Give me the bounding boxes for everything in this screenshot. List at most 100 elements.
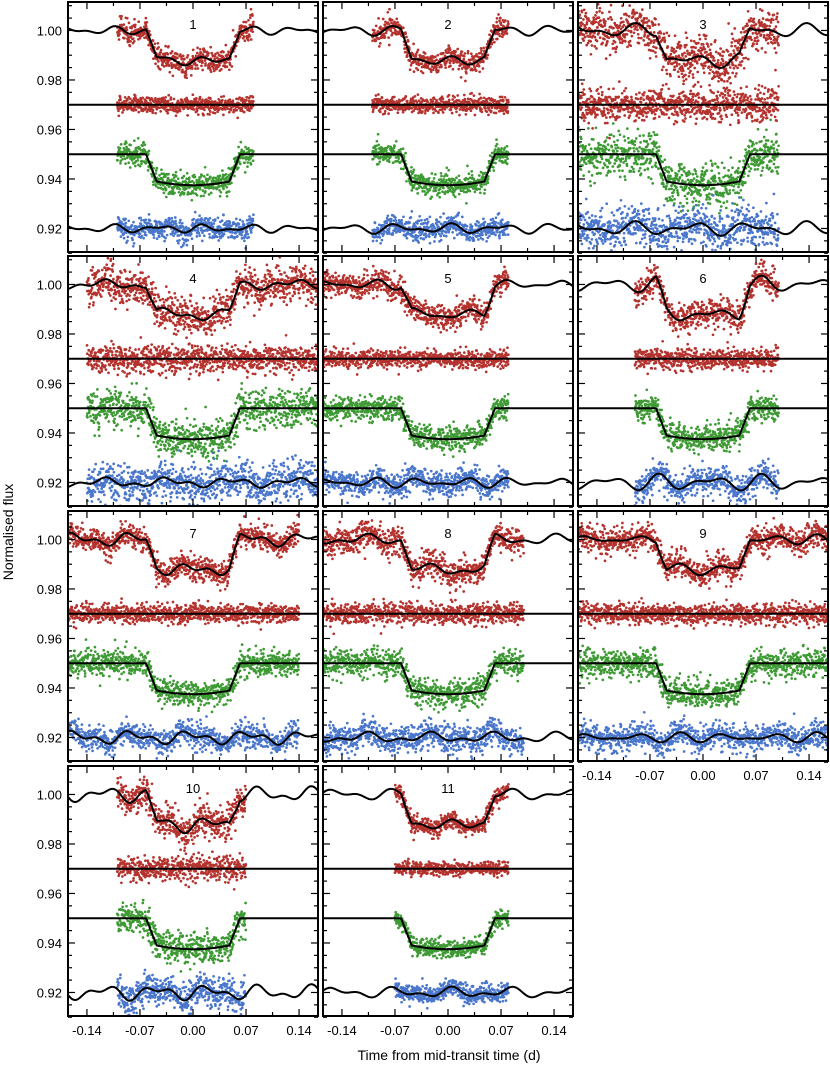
raw-flux-point — [456, 47, 460, 51]
detrended-flux-point — [588, 180, 592, 183]
residual-point — [242, 98, 246, 102]
noise-component-point — [583, 218, 587, 222]
residual-point — [581, 91, 585, 94]
raw-flux-point — [162, 65, 166, 68]
noise-component-point — [437, 220, 441, 224]
noise-component-point — [596, 224, 600, 227]
data-points — [370, 7, 510, 245]
detrended-flux-point — [130, 158, 134, 162]
noise-component-point — [585, 239, 589, 242]
noise-component-point — [439, 238, 443, 242]
noise-component-point — [385, 221, 389, 225]
noise-component-point — [199, 226, 203, 230]
residual-point — [392, 100, 396, 103]
detrended-flux-point — [445, 166, 449, 170]
residual-point — [466, 97, 470, 101]
residual-point — [433, 97, 436, 101]
residual-point — [242, 110, 246, 114]
raw-flux-point — [214, 52, 217, 56]
raw-flux-point — [444, 66, 447, 69]
noise-component-point — [207, 219, 210, 222]
noise-component-point — [173, 216, 177, 219]
detrended-flux-point — [380, 146, 384, 150]
noise-component-point — [152, 236, 156, 239]
noise-component-point — [437, 232, 441, 236]
detrended-flux-point — [192, 181, 196, 185]
residual-point — [412, 100, 416, 104]
raw-flux-point — [443, 54, 447, 58]
detrended-flux-point — [239, 140, 243, 144]
detrended-flux-point — [182, 191, 186, 195]
raw-flux-point — [178, 68, 181, 71]
detrended-flux-point — [490, 151, 494, 155]
noise-component-point — [428, 241, 432, 245]
detrended-flux-point — [200, 174, 204, 177]
noise-component-point — [200, 218, 204, 222]
noise-component-point — [196, 226, 200, 230]
noise-component-point — [198, 234, 202, 237]
detrended-flux-point — [217, 176, 221, 180]
detrended-flux-point — [434, 186, 438, 190]
detrended-flux-point — [467, 172, 471, 176]
residual-point — [494, 111, 498, 115]
detrended-flux-point — [246, 161, 250, 164]
raw-flux-point — [218, 63, 221, 67]
raw-flux-point — [220, 67, 223, 71]
model-curves — [68, 25, 318, 234]
residual-point — [247, 96, 251, 100]
detrended-flux-point — [494, 161, 497, 165]
raw-flux-point — [213, 54, 217, 58]
raw-flux-point — [493, 40, 496, 44]
detrended-flux-point — [129, 143, 132, 147]
raw-flux-point — [128, 44, 132, 48]
residual-point — [580, 96, 583, 100]
noise-component-point — [127, 219, 131, 223]
noise-component-point — [416, 234, 420, 238]
detrended-flux-point — [387, 145, 390, 148]
raw-flux-point — [198, 47, 202, 51]
detrended-flux-point — [443, 192, 447, 196]
residual-point — [213, 108, 217, 112]
light-curve-panel-2: 2 — [322, 1, 574, 254]
residual-point — [208, 113, 211, 116]
residual-point — [379, 107, 382, 111]
raw-flux-point — [120, 14, 123, 18]
residual-point — [134, 96, 138, 100]
residual-point — [181, 100, 185, 104]
raw-flux-point — [482, 60, 485, 64]
raw-flux-point — [495, 20, 499, 24]
residual-point — [176, 99, 180, 103]
raw-flux-point — [248, 16, 252, 20]
detrended-flux-point — [123, 157, 127, 161]
noise-component-point — [142, 236, 146, 240]
residual-point — [410, 106, 414, 110]
raw-flux-point — [168, 70, 172, 74]
raw-flux-point — [394, 29, 398, 33]
raw-flux-point — [466, 51, 470, 55]
detrended-flux-point — [165, 179, 169, 183]
detrended-flux-point — [122, 146, 126, 150]
raw-flux-point — [481, 67, 485, 70]
residual-point — [128, 97, 132, 101]
noise-component-point — [411, 239, 415, 243]
raw-flux-point — [584, 31, 588, 35]
residual-point — [487, 113, 490, 117]
detrended-flux-point — [443, 175, 446, 178]
detrended-flux-point — [248, 149, 252, 152]
residual-point — [485, 100, 489, 104]
noise-component-point — [422, 225, 426, 229]
noise-component-point — [147, 221, 150, 225]
raw-flux-point — [582, 39, 585, 42]
noise-component-point — [197, 231, 201, 235]
raw-flux-point — [434, 55, 437, 59]
raw-flux-point — [189, 74, 193, 77]
residual-point — [485, 110, 489, 113]
noise-component-point — [245, 218, 249, 222]
detrended-flux-point — [171, 188, 175, 192]
noise-component-point — [460, 223, 464, 227]
detrended-flux-point — [190, 179, 194, 183]
raw-flux-point — [463, 52, 467, 55]
detrended-flux-point — [480, 182, 484, 186]
noise-component-point — [178, 221, 182, 224]
raw-flux-point — [117, 38, 121, 41]
